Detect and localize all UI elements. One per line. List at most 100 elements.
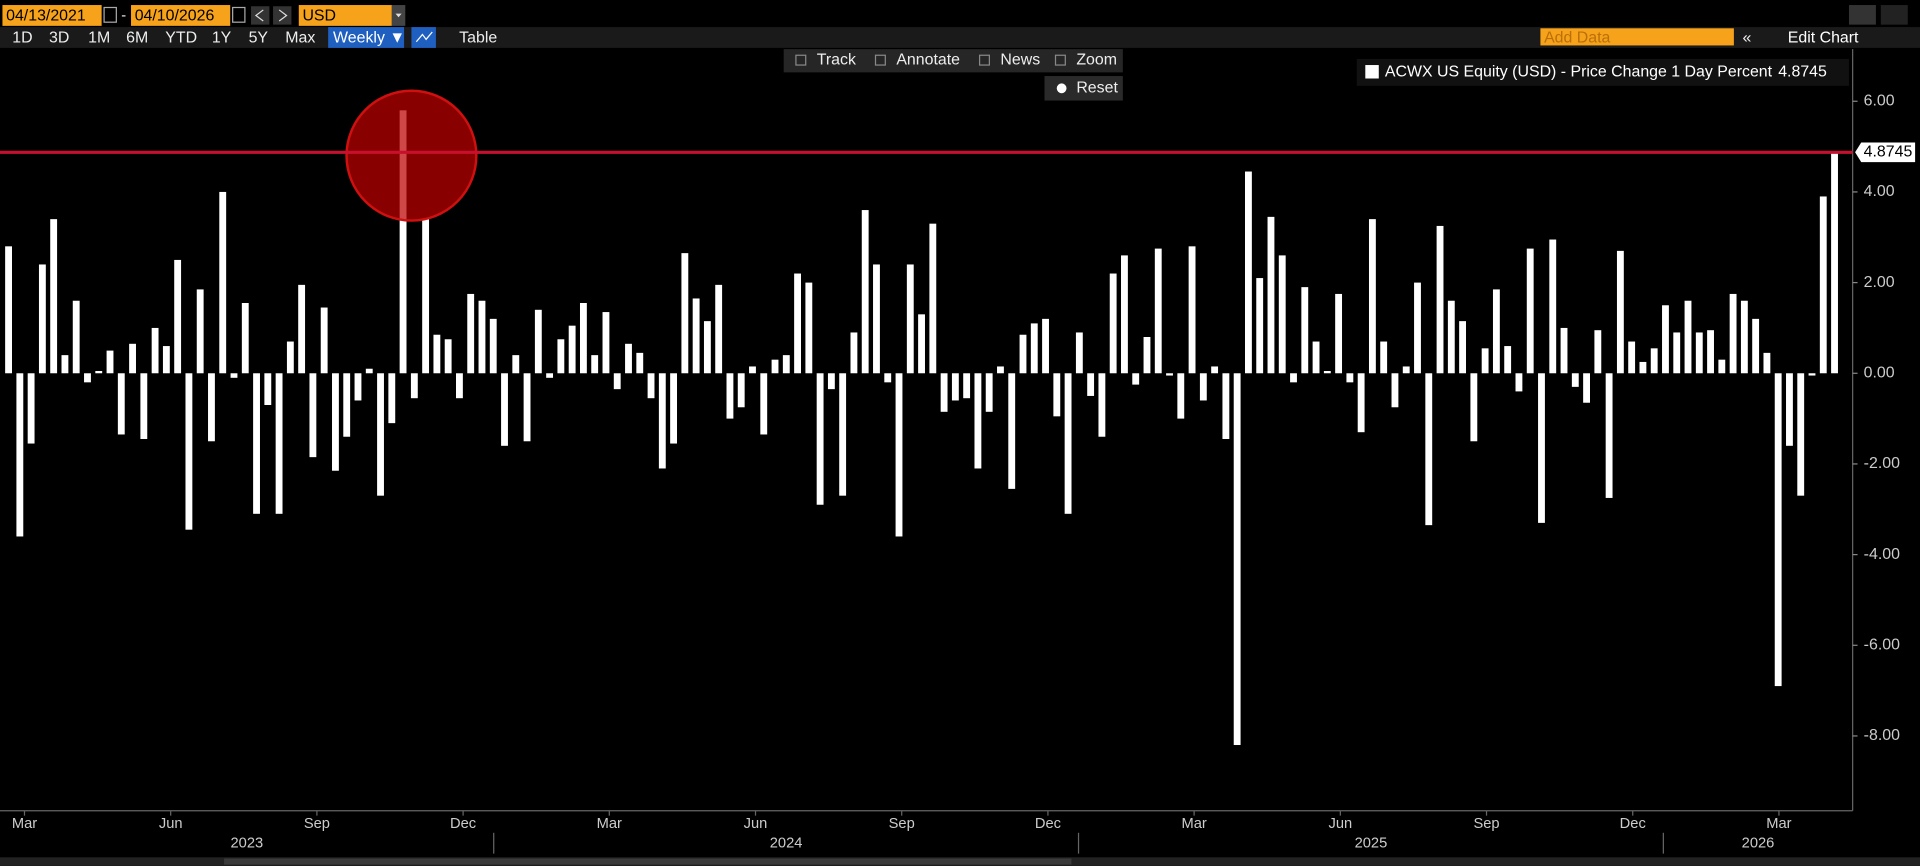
collapse-icon[interactable]: «	[1742, 29, 1751, 46]
bar	[1222, 373, 1230, 440]
bar	[1831, 152, 1838, 374]
tool-button[interactable]: News	[1000, 51, 1040, 68]
range-button[interactable]: 5Y	[249, 29, 269, 46]
end-date-box[interactable]	[131, 5, 231, 26]
bar	[1335, 293, 1343, 374]
currency-box[interactable]	[298, 5, 392, 26]
undo-button[interactable]	[1848, 5, 1876, 25]
bar	[613, 373, 621, 390]
add-data[interactable]: Add Data	[1544, 29, 1610, 46]
bar	[1549, 239, 1557, 374]
bar	[1042, 318, 1049, 374]
bar	[658, 373, 666, 469]
bar	[1808, 373, 1816, 376]
start-date[interactable]: 04/13/2021	[6, 7, 86, 24]
range-button[interactable]: 3D	[49, 29, 69, 46]
bar	[151, 327, 159, 374]
bar	[1008, 373, 1016, 489]
bar	[579, 303, 587, 374]
range-button[interactable]: 1D	[12, 29, 32, 46]
last-value-label: 4.8745	[1864, 143, 1913, 160]
bar	[1571, 373, 1579, 387]
tool-button[interactable]: Track	[817, 51, 856, 68]
bar	[365, 368, 373, 374]
bar	[1064, 373, 1072, 514]
bar	[5, 246, 12, 374]
bar	[929, 223, 937, 374]
bar	[1639, 361, 1647, 374]
bar	[1087, 373, 1095, 396]
bar	[1368, 219, 1376, 374]
bar	[1030, 323, 1038, 374]
bar	[647, 373, 655, 399]
bar	[794, 273, 801, 374]
range-button[interactable]: Max	[285, 29, 315, 46]
y-tick-label: 2.00	[1864, 274, 1895, 291]
bar	[343, 373, 351, 437]
year-label: 2024	[770, 836, 803, 852]
bar	[106, 350, 114, 374]
x-tick-label: Dec	[1620, 816, 1646, 832]
y-tick-label: -2.00	[1864, 455, 1900, 472]
prev-button[interactable]	[251, 6, 270, 25]
bar	[275, 373, 283, 514]
bar	[1121, 255, 1128, 374]
currency[interactable]: USD	[302, 7, 336, 24]
frequency[interactable]: Weekly ▼	[333, 29, 405, 46]
bar	[1278, 255, 1286, 374]
toolbar-row	[0, 27, 1920, 48]
bar	[140, 373, 148, 440]
y-tick-label: -8.00	[1864, 727, 1900, 744]
bar	[1763, 352, 1771, 374]
bar	[1312, 341, 1320, 374]
bar	[827, 373, 835, 390]
bar	[974, 373, 982, 469]
bar	[861, 210, 869, 374]
tool-button[interactable]: Zoom	[1076, 51, 1117, 68]
edit-chart[interactable]: Edit Chart	[1788, 29, 1859, 46]
bar	[591, 355, 599, 374]
reset[interactable]: Reset	[1076, 80, 1118, 97]
range-button[interactable]: 6M	[126, 29, 148, 46]
year-label: 2025	[1355, 836, 1388, 852]
calendar-icon[interactable]	[232, 6, 246, 23]
range-button[interactable]: 1Y	[212, 29, 232, 46]
table-button[interactable]: Table	[459, 29, 497, 46]
chart-type-button[interactable]	[411, 27, 436, 48]
bar	[1628, 341, 1636, 374]
bar	[1673, 332, 1681, 374]
next-button[interactable]	[273, 6, 292, 25]
bar	[737, 373, 745, 408]
y-tick-label: 4.00	[1864, 183, 1895, 200]
chart-type-icon	[415, 31, 433, 43]
bar	[918, 314, 925, 374]
bar	[399, 110, 407, 374]
scrollbar-thumb[interactable]	[224, 858, 1072, 865]
end-date[interactable]: 04/10/2026	[135, 7, 215, 24]
bar	[1492, 289, 1500, 374]
bar	[1380, 341, 1388, 374]
bar	[816, 373, 824, 505]
bar	[501, 373, 508, 446]
bar	[309, 373, 317, 458]
bar	[760, 373, 768, 435]
frequency-box[interactable]	[328, 27, 405, 48]
bar	[1695, 332, 1703, 374]
redo-button[interactable]	[1880, 5, 1908, 25]
calendar-icon[interactable]	[103, 6, 117, 23]
bar	[185, 373, 193, 530]
add-data-box[interactable]	[1540, 28, 1734, 46]
bar	[1267, 216, 1275, 374]
bar	[782, 355, 790, 374]
bar	[873, 264, 880, 374]
tool-button[interactable]: Annotate	[896, 51, 960, 68]
bar	[1233, 373, 1241, 746]
range-button[interactable]: YTD	[165, 29, 197, 46]
legend-name: ACWX US Equity (USD) - Price Change 1 Da…	[1385, 64, 1773, 81]
dropdown-icon	[395, 13, 402, 18]
y-tick-label: -4.00	[1864, 546, 1900, 563]
bar	[546, 373, 554, 378]
range-button[interactable]: 1M	[88, 29, 110, 46]
start-date-box[interactable]	[2, 5, 102, 26]
